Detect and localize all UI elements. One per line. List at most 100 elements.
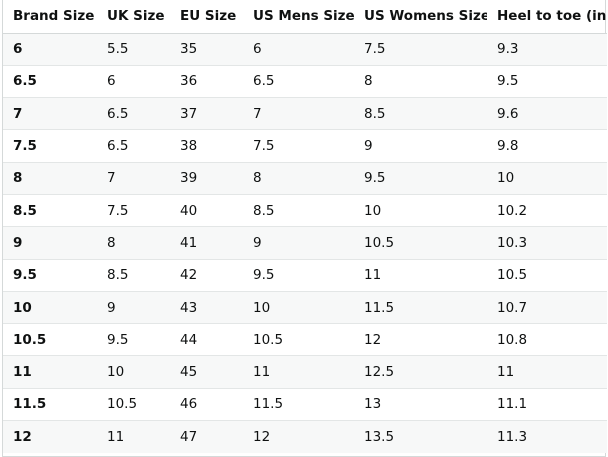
eu-size-cell: 45 [180, 364, 198, 381]
us-mens-size-cell: 11 [253, 364, 271, 381]
us-mens-size-cell: 7 [253, 105, 262, 122]
uk-size-cell: 10 [107, 364, 125, 381]
table-row: 7.5 6.5 38 7.5 9 9.8 [3, 129, 607, 163]
heel-to-toe-cell: 9.3 [497, 41, 519, 58]
eu-size-cell: 43 [180, 299, 198, 316]
eu-size-cell: 44 [180, 331, 198, 348]
brand-size-cell: 11 [13, 364, 32, 381]
header-eu-size: EU Size [170, 0, 243, 34]
header-uk-size: UK Size [97, 0, 170, 34]
us-womens-size-cell: 9 [364, 138, 373, 155]
us-womens-size-cell: 13.5 [364, 428, 395, 445]
us-mens-size-cell: 10 [253, 299, 271, 316]
us-mens-size-cell: 9.5 [253, 267, 275, 284]
eu-size-cell: 41 [180, 234, 198, 251]
uk-size-cell: 5.5 [107, 41, 129, 58]
brand-size-cell: 10 [13, 299, 32, 316]
header-heel-to-toe: Heel to toe (in) [487, 0, 607, 34]
brand-size-cell: 6.5 [13, 73, 37, 90]
table-row: 9 8 41 9 10.5 10.3 [3, 226, 607, 260]
us-mens-size-cell: 7.5 [253, 138, 275, 155]
brand-size-cell: 9 [13, 234, 23, 251]
uk-size-cell: 8.5 [107, 267, 129, 284]
eu-size-cell: 40 [180, 202, 198, 219]
uk-size-cell: 6 [107, 73, 116, 90]
eu-size-cell: 47 [180, 428, 198, 445]
table-row: 6 5.5 35 6 7.5 9.3 [3, 33, 607, 66]
heel-to-toe-cell: 11.3 [497, 428, 528, 445]
heel-to-toe-cell: 9.5 [497, 73, 519, 90]
us-mens-size-cell: 11.5 [253, 396, 284, 413]
eu-size-cell: 39 [180, 170, 198, 187]
heel-to-toe-cell: 10.8 [497, 331, 528, 348]
heel-to-toe-cell: 10.7 [497, 299, 528, 316]
us-womens-size-cell: 9.5 [364, 170, 386, 187]
eu-size-cell: 38 [180, 138, 198, 155]
header-us-mens-size: US Mens Size [243, 0, 354, 34]
brand-size-cell: 10.5 [13, 331, 47, 348]
heel-to-toe-cell: 11 [497, 364, 515, 381]
us-womens-size-cell: 8.5 [364, 105, 386, 122]
heel-to-toe-cell: 10.3 [497, 234, 528, 251]
uk-size-cell: 7.5 [107, 202, 129, 219]
brand-size-cell: 8 [13, 170, 23, 187]
heel-to-toe-cell: 10 [497, 170, 515, 187]
brand-size-cell: 9.5 [13, 267, 37, 284]
header-us-womens-size: US Womens Size [354, 0, 487, 34]
eu-size-cell: 35 [180, 41, 198, 58]
heel-to-toe-cell: 10.5 [497, 267, 528, 284]
us-mens-size-cell: 10.5 [253, 331, 284, 348]
us-mens-size-cell: 6 [253, 41, 262, 58]
us-womens-size-cell: 12.5 [364, 364, 395, 381]
table-row: 10.5 9.5 44 10.5 12 10.8 [3, 323, 607, 356]
table-row: 8.5 7.5 40 8.5 10 10.2 [3, 194, 607, 227]
us-womens-size-cell: 10.5 [364, 234, 395, 251]
us-womens-size-cell: 12 [364, 331, 382, 348]
eu-size-cell: 36 [180, 73, 198, 90]
us-mens-size-cell: 6.5 [253, 73, 275, 90]
us-mens-size-cell: 12 [253, 428, 271, 445]
table-header-row: Brand Size UK Size EU Size US Mens Size … [3, 0, 607, 34]
brand-size-cell: 7.5 [13, 138, 37, 155]
uk-size-cell: 9 [107, 299, 116, 316]
brand-size-cell: 7 [13, 105, 23, 122]
us-womens-size-cell: 10 [364, 202, 382, 219]
us-womens-size-cell: 13 [364, 396, 382, 413]
header-brand-size: Brand Size [3, 0, 97, 34]
brand-size-cell: 12 [13, 428, 32, 445]
us-mens-size-cell: 8 [253, 170, 262, 187]
eu-size-cell: 46 [180, 396, 198, 413]
uk-size-cell: 11 [107, 428, 125, 445]
table-row: 11 10 45 11 12.5 11 [3, 355, 607, 389]
eu-size-cell: 42 [180, 267, 198, 284]
uk-size-cell: 6.5 [107, 105, 129, 122]
uk-size-cell: 6.5 [107, 138, 129, 155]
uk-size-cell: 7 [107, 170, 116, 187]
table-row: 10 9 43 10 11.5 10.7 [3, 291, 607, 324]
us-womens-size-cell: 11 [364, 267, 382, 284]
table-row: 11.5 10.5 46 11.5 13 11.1 [3, 388, 607, 421]
brand-size-cell: 8.5 [13, 202, 37, 219]
heel-to-toe-cell: 11.1 [497, 396, 528, 413]
table-row: 8 7 39 8 9.5 10 [3, 162, 607, 195]
us-mens-size-cell: 8.5 [253, 202, 275, 219]
brand-size-cell: 11.5 [13, 396, 47, 413]
eu-size-cell: 37 [180, 105, 198, 122]
us-womens-size-cell: 7.5 [364, 41, 386, 58]
size-chart-table: Brand Size UK Size EU Size US Mens Size … [3, 0, 607, 453]
heel-to-toe-cell: 9.8 [497, 138, 519, 155]
table-row: 12 11 47 12 13.5 11.3 [3, 420, 607, 453]
table-row: 6.5 6 36 6.5 8 9.5 [3, 65, 607, 98]
brand-size-cell: 6 [13, 41, 23, 58]
uk-size-cell: 8 [107, 234, 116, 251]
us-womens-size-cell: 11.5 [364, 299, 395, 316]
table-row: 9.5 8.5 42 9.5 11 10.5 [3, 259, 607, 292]
heel-to-toe-cell: 9.6 [497, 105, 519, 122]
uk-size-cell: 10.5 [107, 396, 138, 413]
uk-size-cell: 9.5 [107, 331, 129, 348]
us-womens-size-cell: 8 [364, 73, 373, 90]
table-row: 7 6.5 37 7 8.5 9.6 [3, 97, 607, 130]
us-mens-size-cell: 9 [253, 234, 262, 251]
heel-to-toe-cell: 10.2 [497, 202, 528, 219]
